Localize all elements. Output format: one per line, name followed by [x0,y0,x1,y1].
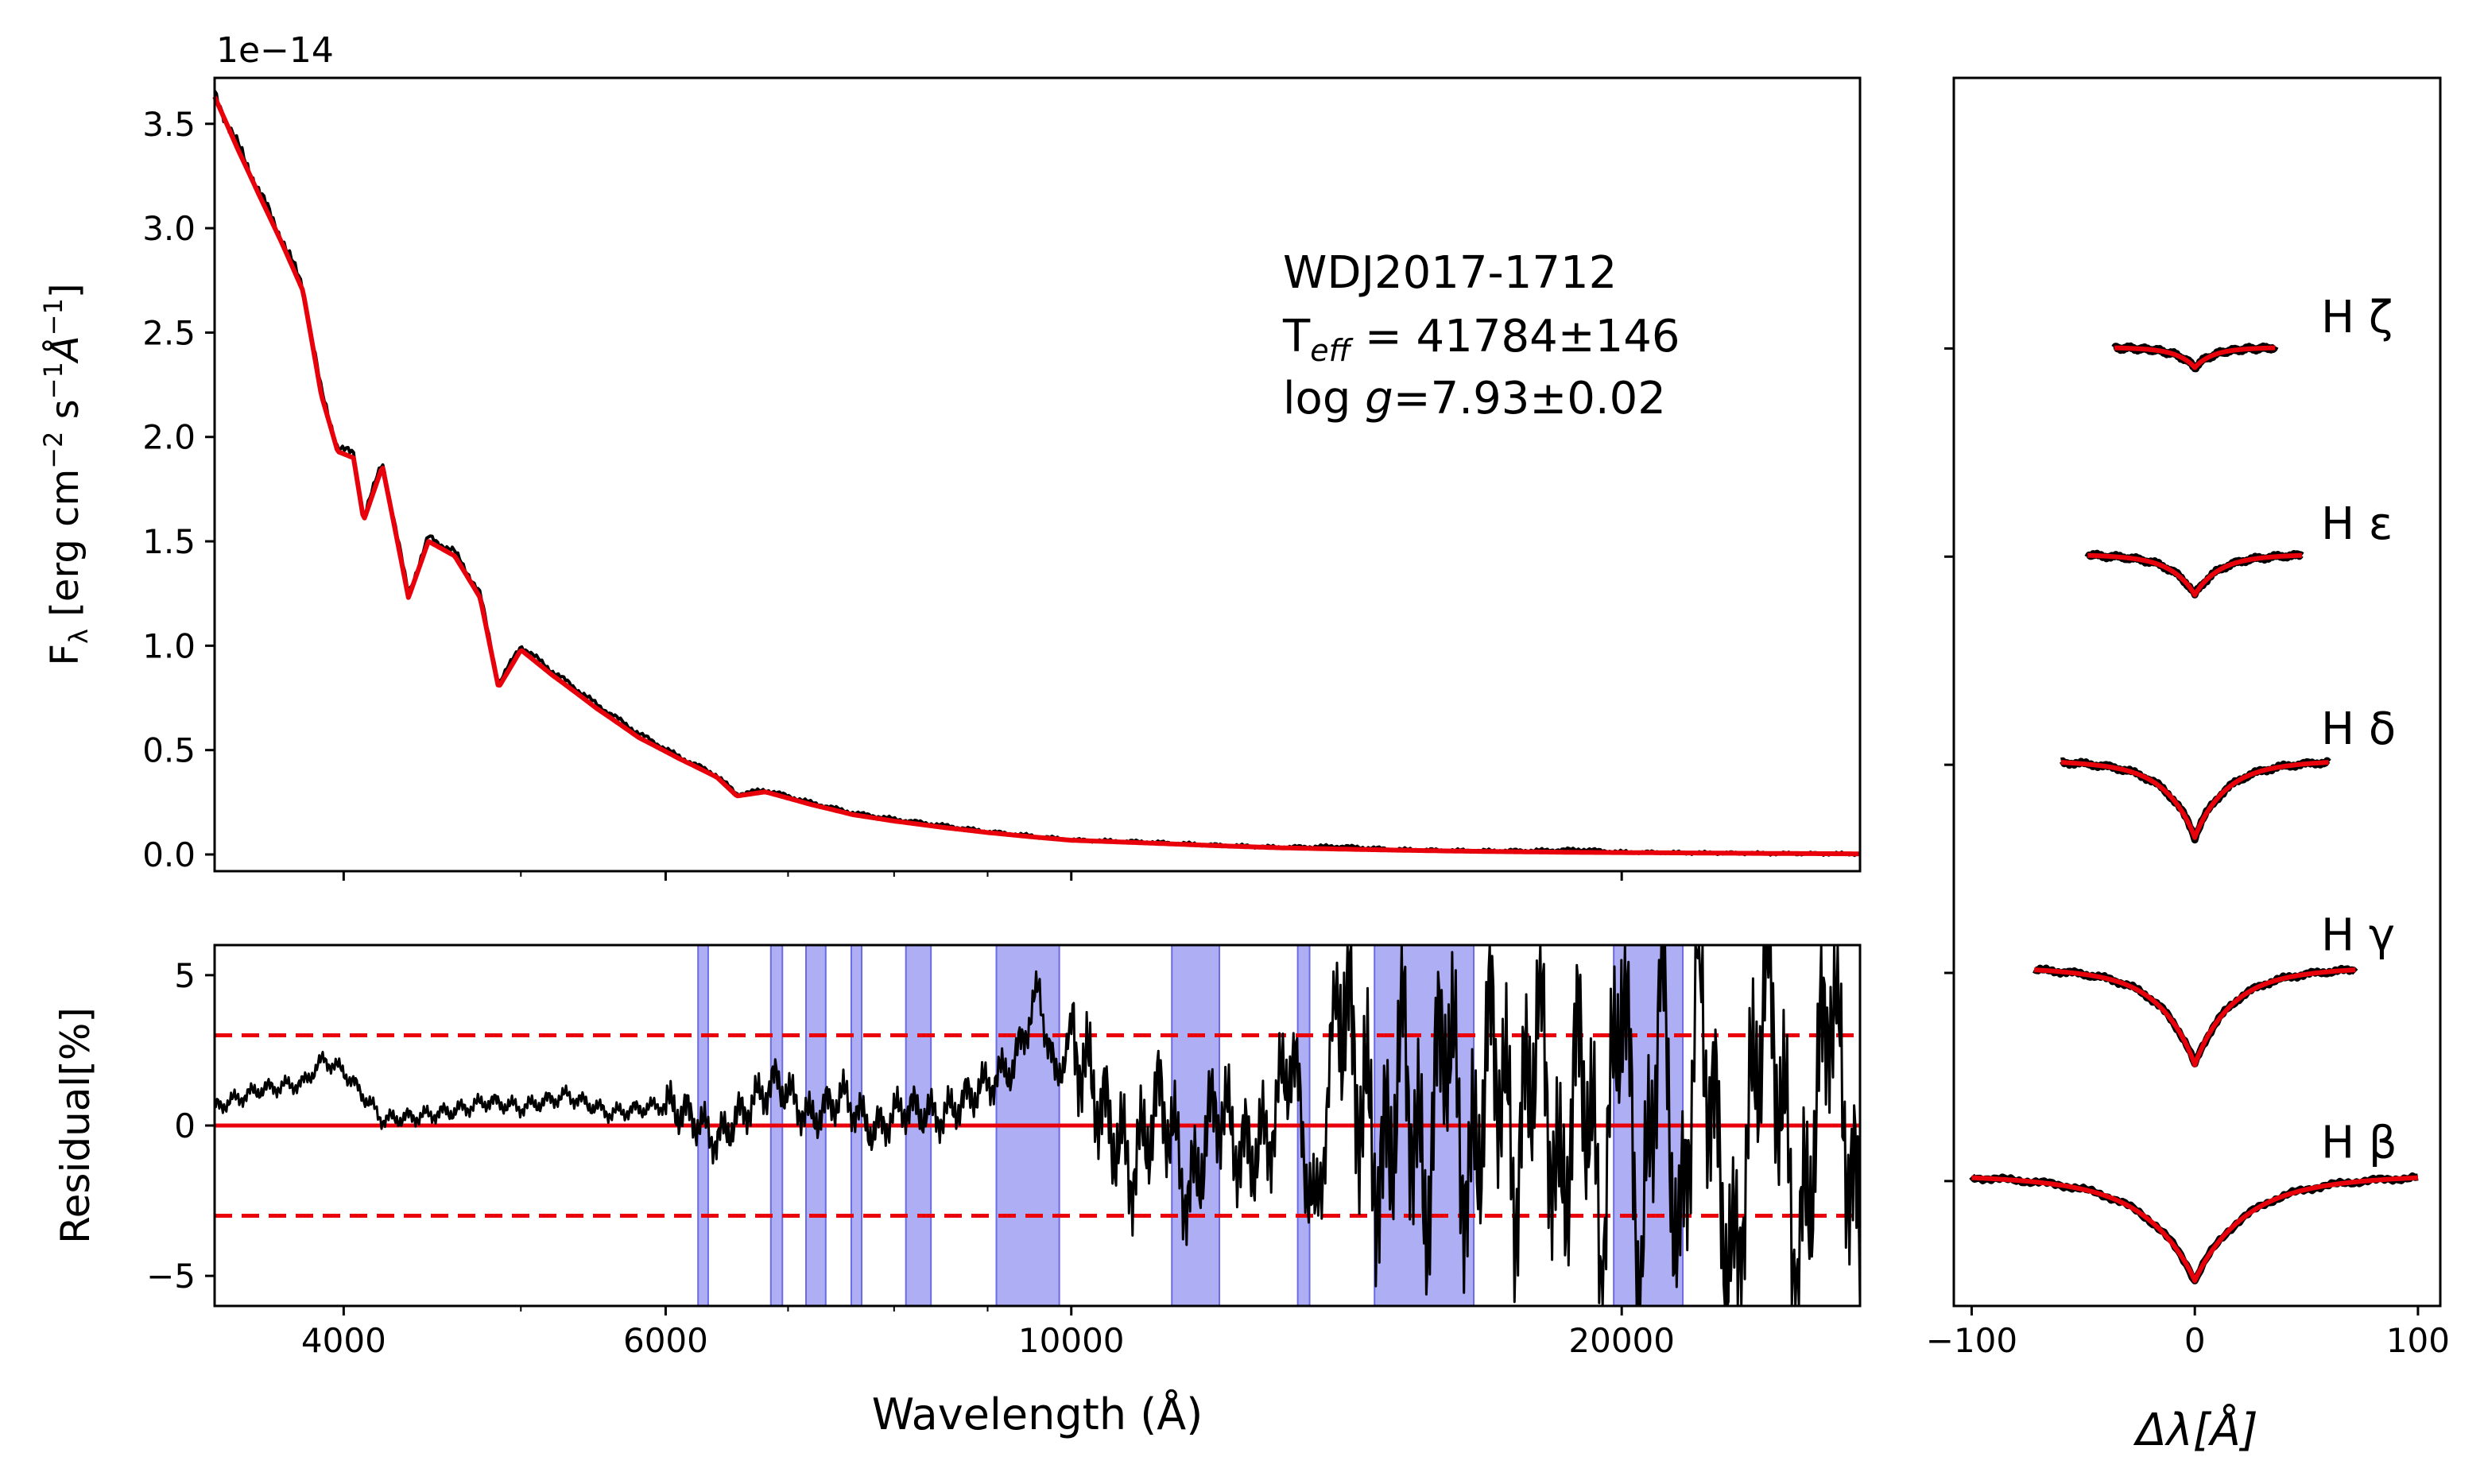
balmer-line-profile: H ε [2084,498,2393,599]
residual-x-tick-label: 6000 [623,1321,708,1360]
teff-value: Teff = 41784±146 [1282,311,1680,368]
residual-y-axis-label: Residual[%] [52,1007,99,1244]
balmer-line-model [2087,552,2304,598]
spectrum-y-tick-label: 3.0 [142,209,196,248]
delta-lambda-axis-label: Δλ[Å] [2133,1404,2257,1456]
balmer-line-profile: H δ [2059,703,2396,844]
residual-y-ticks: −5 0 5 [146,956,215,1296]
logg-value: log g=7.93±0.02 [1283,373,1666,424]
balmer-line-label: H ζ [2321,292,2393,343]
residual-x-tick-label: 20000 [1568,1321,1675,1360]
balmer-line-label: H ε [2321,498,2393,550]
spectrum-data [212,90,1861,858]
residual-y-tick-label: 5 [174,956,196,995]
spectrum-y-tick-label: 0.0 [142,835,196,874]
scale-factor-label: 1e−14 [216,30,334,71]
spectrum-y-tick-label: 0.5 [142,731,196,770]
balmer-lines-frame [1952,76,2442,1308]
balmer-line-profile: H ζ [2111,292,2393,373]
balmer-line-observed [2059,757,2331,844]
residual-y-tick-label: −5 [146,1257,196,1296]
balmer-line-label: H δ [2321,703,2396,755]
residual-data [213,943,1862,1308]
spectrum-y-axis-label: Fλ [erg cm−2 s−1Å−1] [38,283,94,665]
spectrum-y-tick-label: 1.0 [142,626,196,665]
residual-frame [213,943,1862,1308]
spectrum-y-ticks: 0.0 0.5 1.0 1.5 2.0 2.5 3.0 3.5 [142,105,215,874]
balmer-line-observed [2084,549,2304,599]
residual-series [213,943,1862,1308]
balmer-line-profile: H γ [2033,910,2395,1067]
residual-panel: −5 0 5 4000 6000 10000 20000 Residual[%] Wave… [52,943,1862,1439]
balmer-lines-panel: H β H γ H δ H ε H ζ −100 0 100 Δλ[Å] [1926,76,2450,1456]
balmer-line-model [2033,967,2356,1067]
spectrum-series-model [212,95,1861,857]
balmer-line-observed [1969,1172,2419,1284]
spectrum-frame [213,76,1862,873]
balmer-line-label: H γ [2321,910,2395,962]
balmer-x-tick-label: 100 [2386,1321,2450,1360]
balmer-line-label: H β [2321,1118,2397,1169]
spectrum-y-tick-label: 1.5 [142,522,196,561]
balmer-lines-ticks: −100 0 100 [1926,347,2450,1360]
residual-y-tick-label: 0 [174,1106,196,1145]
balmer-line-model [2113,345,2277,370]
spectrum-series-observed [213,90,1861,858]
spectrum-panel: 0.0 0.5 1.0 1.5 2.0 2.5 3.0 3.5 1e−14 Fλ [erg c… [38,30,1862,881]
residual-x-tick-label: 4000 [301,1321,386,1360]
balmer-line-model [1971,1175,2418,1284]
spectrum-y-tick-label: 2.5 [142,313,196,352]
residual-x-tick-label: 10000 [1018,1321,1125,1360]
spectrum-x-ticks [342,871,1623,881]
balmer-x-tick-label: −100 [1926,1321,2017,1360]
balmer-line-model [2060,760,2330,840]
spectrum-y-tick-label: 3.5 [142,105,196,144]
spectrum-y-tick-label: 2.0 [142,418,196,457]
star-name: WDJ2017-1712 [1283,247,1617,299]
balmer-line-profile: H β [1969,1118,2419,1284]
star-annotation: WDJ2017-1712 Teff = 41784±146 log g=7.93… [1282,247,1680,424]
balmer-lines-data: H β H γ H δ H ε H ζ [1969,292,2419,1284]
wavelength-axis-label: Wavelength (Å) [872,1389,1203,1439]
balmer-line-observed [2033,964,2358,1067]
balmer-x-tick-label: 0 [2184,1321,2206,1360]
residual-x-ticks: 4000 6000 10000 20000 [301,1306,1675,1360]
